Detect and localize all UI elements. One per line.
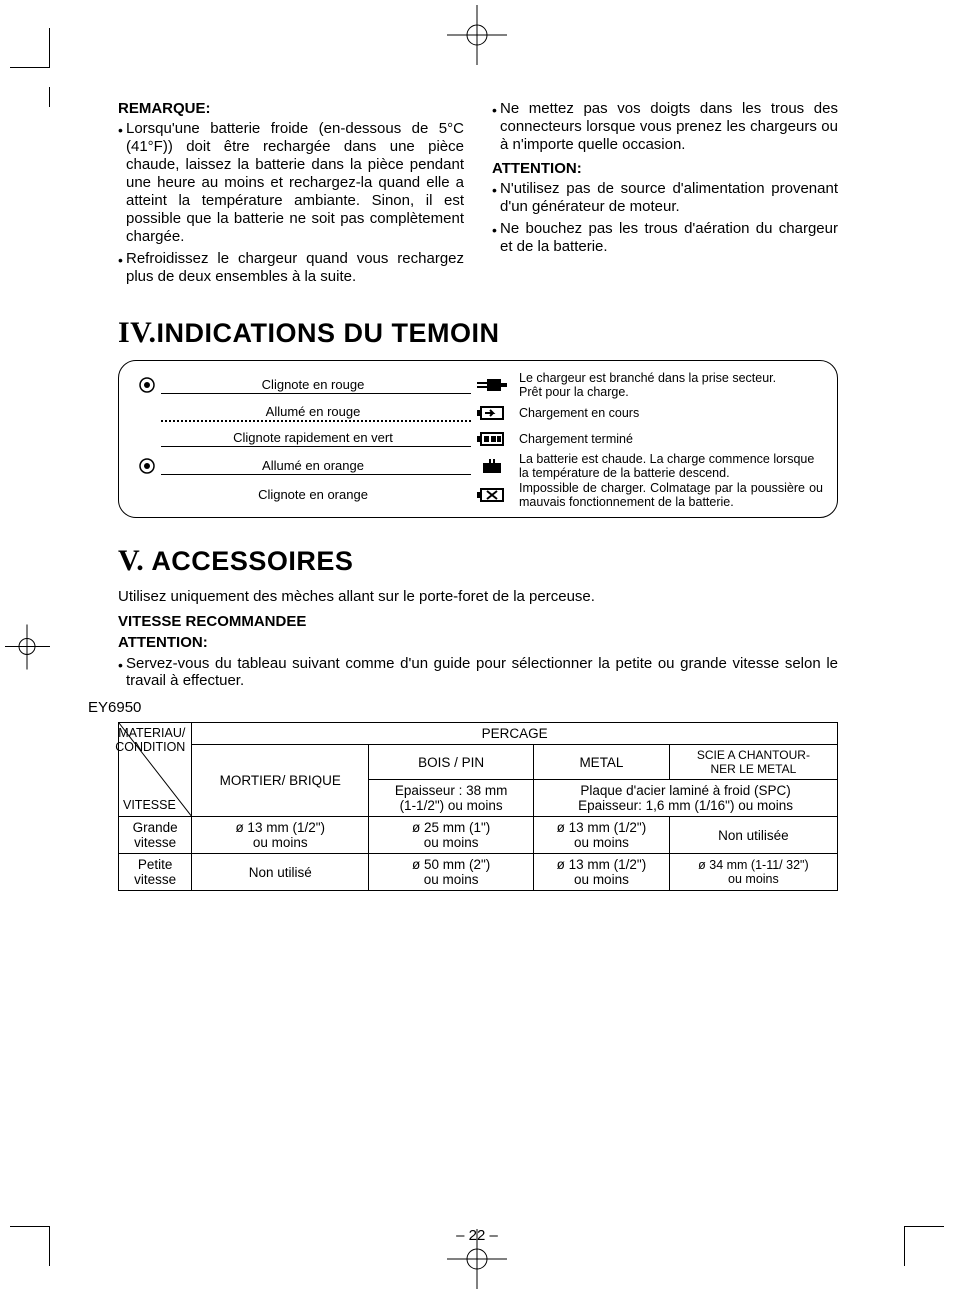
col-metal: METAL	[534, 745, 670, 780]
table-row: Grande vitesse ø 13 mm (1/2") ou moins ø…	[119, 817, 838, 854]
right-bullet: • Ne mettez pas vos doigts dans les trou…	[492, 100, 838, 154]
led-icon	[133, 458, 161, 474]
col-metal-sub: Plaque d'acier laminé à froid (SPC) Epai…	[534, 780, 838, 817]
hot-battery-icon	[471, 457, 513, 475]
indicator-row: Clignote en rouge Le chargeur est branch…	[133, 371, 823, 400]
crop-mark-bl	[10, 1226, 50, 1266]
col-scie: SCIE A CHANTOUR- NER LE METAL	[669, 745, 837, 780]
indicator-panel: Clignote en rouge Le chargeur est branch…	[118, 360, 838, 518]
indicator-row: Clignote rapidement en vert Chargement t…	[133, 426, 823, 452]
indicator-row: Allumé en rouge Chargement en cours	[133, 400, 823, 426]
section-5-title: V. ACCESSOIRES	[118, 544, 838, 578]
full-battery-icon	[471, 431, 513, 447]
left-column: REMARQUE: • Lorsqu'une batterie froide (…	[118, 100, 464, 290]
bullet-dot: •	[118, 120, 126, 246]
plug-icon	[471, 375, 513, 395]
percage-header: PERCAGE	[192, 723, 838, 745]
attention-item-2: • Ne bouchez pas les trous d'aération du…	[492, 220, 838, 256]
bullet-dot: •	[118, 250, 126, 286]
bullet-dot: •	[492, 180, 500, 216]
registration-mark-top	[447, 5, 507, 65]
error-battery-icon	[471, 487, 513, 503]
remarque-heading: REMARQUE:	[118, 100, 464, 118]
bullet-dot: •	[492, 100, 500, 154]
top-columns: REMARQUE: • Lorsqu'une batterie froide (…	[118, 100, 838, 290]
bullet-dot: •	[492, 220, 500, 256]
page-number: – 22 –	[456, 1227, 498, 1244]
attention2-item: • Servez-vous du tableau suivant comme d…	[118, 655, 838, 689]
page-content: REMARQUE: • Lorsqu'une batterie froide (…	[118, 100, 838, 891]
diagonal-header-cell: MATERIAU/ CONDITION VITESSE	[119, 723, 192, 817]
table-row: Petite vitesse Non utilisé ø 50 mm (2") …	[119, 854, 838, 891]
vitesse-heading: VITESSE RECOMMANDEE	[118, 613, 838, 630]
remarque-item-2: • Refroidissez le chargeur quand vous re…	[118, 250, 464, 286]
col-mortier: MORTIER/ BRIQUE	[192, 745, 369, 817]
bullet-dot: •	[118, 655, 126, 689]
accessories-intro: Utilisez uniquement des mèches allant su…	[118, 588, 838, 605]
crop-mark-br	[904, 1226, 944, 1266]
registration-mark-left	[5, 625, 50, 670]
led-icon	[133, 377, 161, 393]
attention-heading: ATTENTION:	[492, 160, 838, 178]
right-column: • Ne mettez pas vos doigts dans les trou…	[492, 100, 838, 290]
col-bois: BOIS / PIN	[369, 745, 534, 780]
attention-item-1: • N'utilisez pas de source d'alimentatio…	[492, 180, 838, 216]
section-4-title: IV.INDICATIONS DU TEMOIN	[118, 316, 838, 350]
indicator-row: Allumé en orange La batterie est chaude.…	[133, 452, 823, 481]
crop-mark-tl	[10, 28, 50, 68]
attention2-heading: ATTENTION:	[118, 634, 838, 651]
remarque-item-1: • Lorsqu'une batterie froide (en-dessous…	[118, 120, 464, 246]
indicator-row: Clignote en orange Impossible de charger…	[133, 481, 823, 510]
speed-table: MATERIAU/ CONDITION VITESSE PERCAGE MORT…	[118, 722, 838, 891]
model-number: EY6950	[88, 699, 838, 716]
col-bois-sub: Epaisseur : 38 mm (1-1/2") ou moins	[369, 780, 534, 817]
charging-icon	[471, 405, 513, 421]
